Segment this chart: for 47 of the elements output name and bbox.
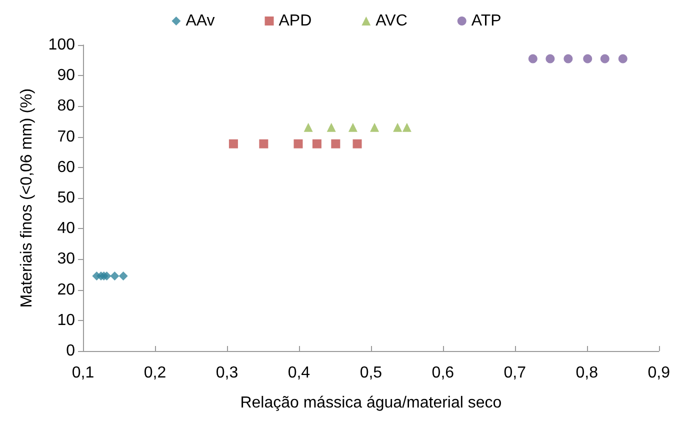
point (331, 139, 340, 148)
y-tick-label: 80 (57, 98, 76, 115)
x-tick-label: 0,1 (72, 364, 94, 382)
point (402, 122, 412, 132)
legend-label: ATP (471, 12, 502, 30)
point (102, 272, 112, 281)
point (118, 272, 128, 281)
point (294, 139, 303, 148)
y-tick-label: 90 (57, 67, 76, 84)
point (228, 139, 238, 148)
y-tick-label: 40 (57, 220, 76, 238)
point (528, 54, 538, 64)
point (583, 54, 592, 64)
legend-label: AVC (376, 12, 408, 30)
legend-label: APD (278, 12, 312, 30)
point (618, 54, 628, 64)
x-tick-label: 0,4 (288, 364, 310, 382)
x-tick-label: 0,8 (576, 364, 598, 382)
point (600, 54, 610, 64)
y-tick-label: 50 (57, 190, 76, 206)
point (110, 272, 120, 281)
x-tick-label: 0,6 (432, 364, 454, 382)
x-tick-label: 0,2 (144, 364, 166, 382)
point (312, 139, 322, 148)
point (370, 122, 380, 132)
y-tick-label: 30 (57, 250, 76, 268)
point (326, 122, 336, 132)
y-tick-label: 20 (57, 281, 76, 298)
point (348, 122, 358, 132)
x-axis-title: Relação mássica água/material seco (240, 394, 502, 412)
x-tick-label: 0,7 (504, 364, 526, 382)
y-tick-label: 70 (57, 128, 76, 146)
x-tick-label: 0,3 (216, 364, 238, 382)
y-tick-label: 0 (66, 342, 76, 360)
point (393, 122, 402, 132)
point (546, 54, 555, 64)
x-tick-label: 0,5 (360, 364, 382, 382)
legend-label: AAv (186, 12, 215, 30)
y-tick-label: 10 (57, 312, 76, 329)
y-axis-title: Materiais finos (<0,06 mm) (%) (18, 88, 36, 308)
y-tick-label: 100 (48, 36, 76, 54)
point (564, 54, 573, 64)
x-tick-label: 0,9 (648, 364, 670, 382)
point (352, 139, 362, 148)
y-tick-label: 60 (57, 158, 76, 176)
point (259, 139, 268, 148)
point (304, 122, 313, 132)
